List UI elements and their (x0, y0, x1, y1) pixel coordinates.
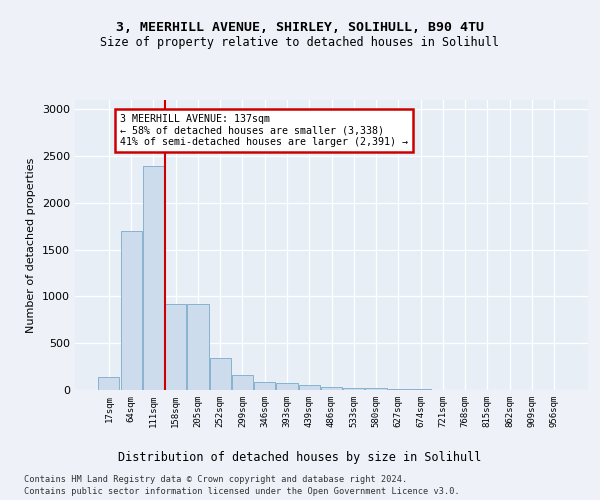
Text: Distribution of detached houses by size in Solihull: Distribution of detached houses by size … (118, 451, 482, 464)
Bar (98, 377, 119, 390)
Bar (254, 382, 275, 390)
Bar (321, 387, 342, 390)
Bar (187, 304, 209, 390)
Bar (277, 383, 298, 390)
Text: Contains public sector information licensed under the Open Government Licence v3: Contains public sector information licen… (24, 486, 460, 496)
Bar (121, 231, 142, 390)
Text: 3, MEERHILL AVENUE, SHIRLEY, SOLIHULL, B90 4TU: 3, MEERHILL AVENUE, SHIRLEY, SOLIHULL, B… (116, 21, 484, 34)
Bar (365, 388, 386, 390)
Bar (165, 304, 186, 390)
Bar (343, 388, 364, 390)
Text: 3 MEERHILL AVENUE: 137sqm
← 58% of detached houses are smaller (3,338)
41% of se: 3 MEERHILL AVENUE: 137sqm ← 58% of detac… (120, 114, 408, 147)
Bar (143, 166, 164, 390)
Text: Size of property relative to detached houses in Solihull: Size of property relative to detached ho… (101, 36, 499, 49)
Text: Contains HM Land Registry data © Crown copyright and database right 2024.: Contains HM Land Registry data © Crown c… (24, 476, 407, 484)
Bar (209, 358, 231, 390)
Bar (388, 389, 409, 390)
Bar (299, 386, 320, 390)
Y-axis label: Number of detached properties: Number of detached properties (26, 158, 37, 332)
Bar (232, 375, 253, 390)
